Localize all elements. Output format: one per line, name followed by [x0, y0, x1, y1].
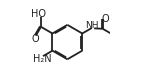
- Text: HO: HO: [31, 9, 47, 19]
- Text: O: O: [101, 14, 109, 24]
- Text: NH: NH: [85, 21, 99, 30]
- Text: O: O: [32, 34, 39, 44]
- Text: H₂N: H₂N: [33, 54, 52, 64]
